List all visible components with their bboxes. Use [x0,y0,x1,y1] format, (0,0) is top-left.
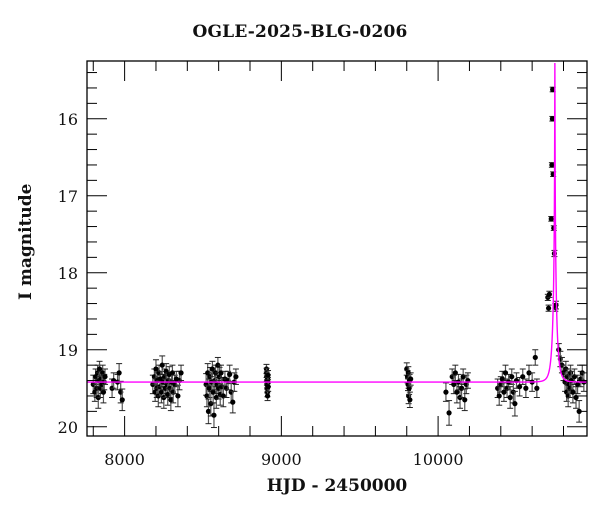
data-point [534,385,540,391]
data-point [153,366,159,372]
data-point [208,401,214,407]
data-point [548,216,554,222]
data-point [165,391,171,398]
data-point [549,162,555,168]
data-point [205,370,211,376]
x-axis-label: HJD - 2450000 [266,476,408,496]
data-point [549,116,555,122]
data-point [265,372,271,378]
data-point [451,381,457,388]
data-point [206,385,212,391]
data-point [96,366,103,372]
data-point [520,374,526,380]
data-point [550,86,556,93]
data-point [507,394,513,401]
data-point [230,399,236,405]
axes-frame [86,60,588,437]
data-point [178,370,184,376]
data-point [574,381,581,388]
data-point [545,305,552,311]
data-point [158,389,165,395]
data-point [459,385,465,391]
data-point [205,408,212,414]
data-point [265,384,271,390]
data-point [102,374,108,380]
data-point [209,366,215,372]
data-point [116,370,122,376]
data-point [509,374,515,380]
x-tick-label: 10000 [413,450,464,469]
data-point [443,389,449,395]
data-point [546,291,552,297]
data-point [100,389,107,395]
data-point [496,393,502,399]
data-point [264,393,271,399]
x-tick-label: 8000 [104,450,145,469]
data-point [501,389,507,395]
data-point [175,393,181,399]
data-point [532,354,538,361]
data-point [93,374,99,380]
data-points [90,86,587,429]
data-point [215,362,221,368]
data-point [407,397,413,403]
y-tick-label: 18 [58,264,78,283]
data-point [168,397,174,403]
tick-labels: 8000 9000 10000 16 17 18 19 20 [58,110,464,469]
y-tick-label: 20 [58,418,78,437]
data-point [446,410,452,416]
data-point [211,412,217,418]
data-point [512,401,518,407]
x-tick-label: 9000 [261,450,302,469]
data-point [526,370,532,376]
data-point [233,374,239,380]
data-point [523,385,529,391]
y-tick-label: 19 [58,341,78,360]
data-point [454,389,460,395]
chart-title: OGLE-2025-BLG-0206 [192,22,408,42]
data-point [119,397,125,403]
data-point [462,397,468,403]
data-point [408,376,414,382]
y-tick-label: 17 [58,187,78,206]
model-curve [87,62,587,383]
data-point [570,389,576,395]
axis-ticks [87,61,587,436]
data-point [517,384,523,390]
y-tick-label: 16 [58,110,78,129]
data-point [227,371,233,377]
y-axis-label: I magnitude [16,183,36,301]
